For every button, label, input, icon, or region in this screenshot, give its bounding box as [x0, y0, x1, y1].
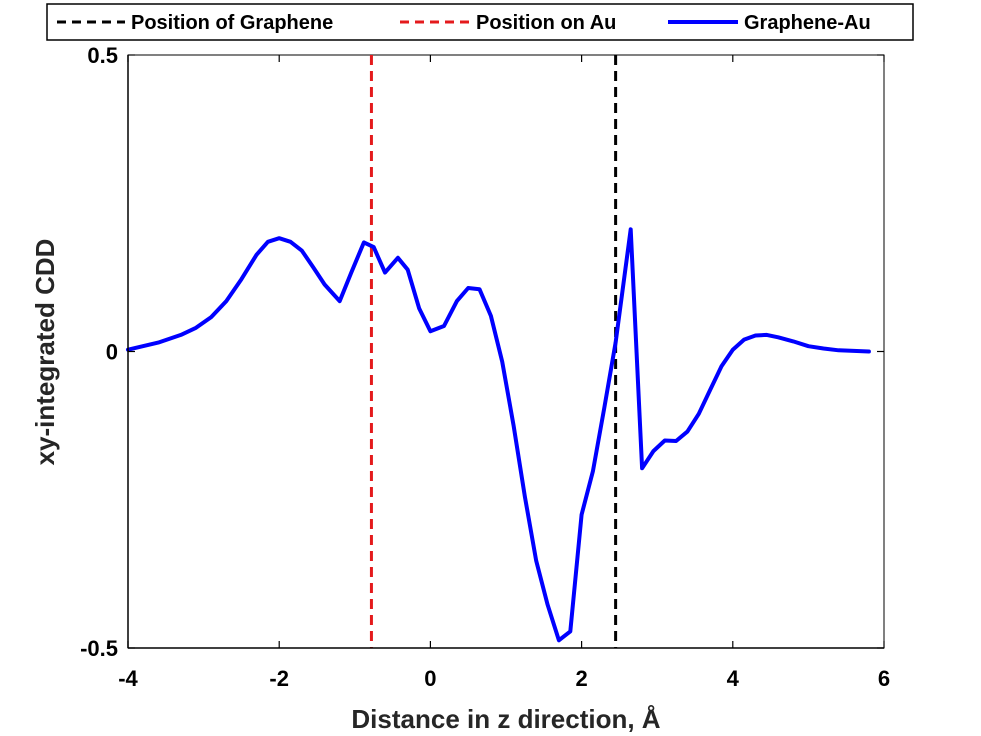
x-tick-label: 4	[727, 666, 740, 691]
y-tick-label: 0.5	[87, 43, 118, 68]
series-line-graphene-au	[126, 227, 871, 643]
series-layer	[126, 227, 871, 643]
x-tick-label: 6	[878, 666, 890, 691]
legend-label-graphene-au: Graphene-Au	[744, 12, 871, 34]
x-tick-label: -4	[118, 666, 138, 691]
x-axis-title: Distance in z direction, Å	[351, 704, 660, 734]
y-axis-ticks: -0.5 0 0.5	[80, 43, 884, 661]
legend: Position of Graphene Position on Au Grap…	[46, 3, 914, 41]
x-tick-label: -2	[269, 666, 289, 691]
legend-label-au-position: Position on Au	[476, 12, 616, 34]
y-tick-label: 0	[106, 340, 118, 365]
legend-box	[46, 3, 914, 41]
x-tick-label: 2	[575, 666, 587, 691]
x-tick-label: 0	[424, 666, 436, 691]
legend-label-graphene-position: Position of Graphene	[131, 12, 333, 34]
y-tick-label: -0.5	[80, 636, 118, 661]
x-axis-ticks: -4 -2 0 2 4 6	[118, 55, 890, 691]
y-axis-title: xy-integrated CDD	[30, 239, 60, 466]
plot-area	[127, 54, 885, 649]
